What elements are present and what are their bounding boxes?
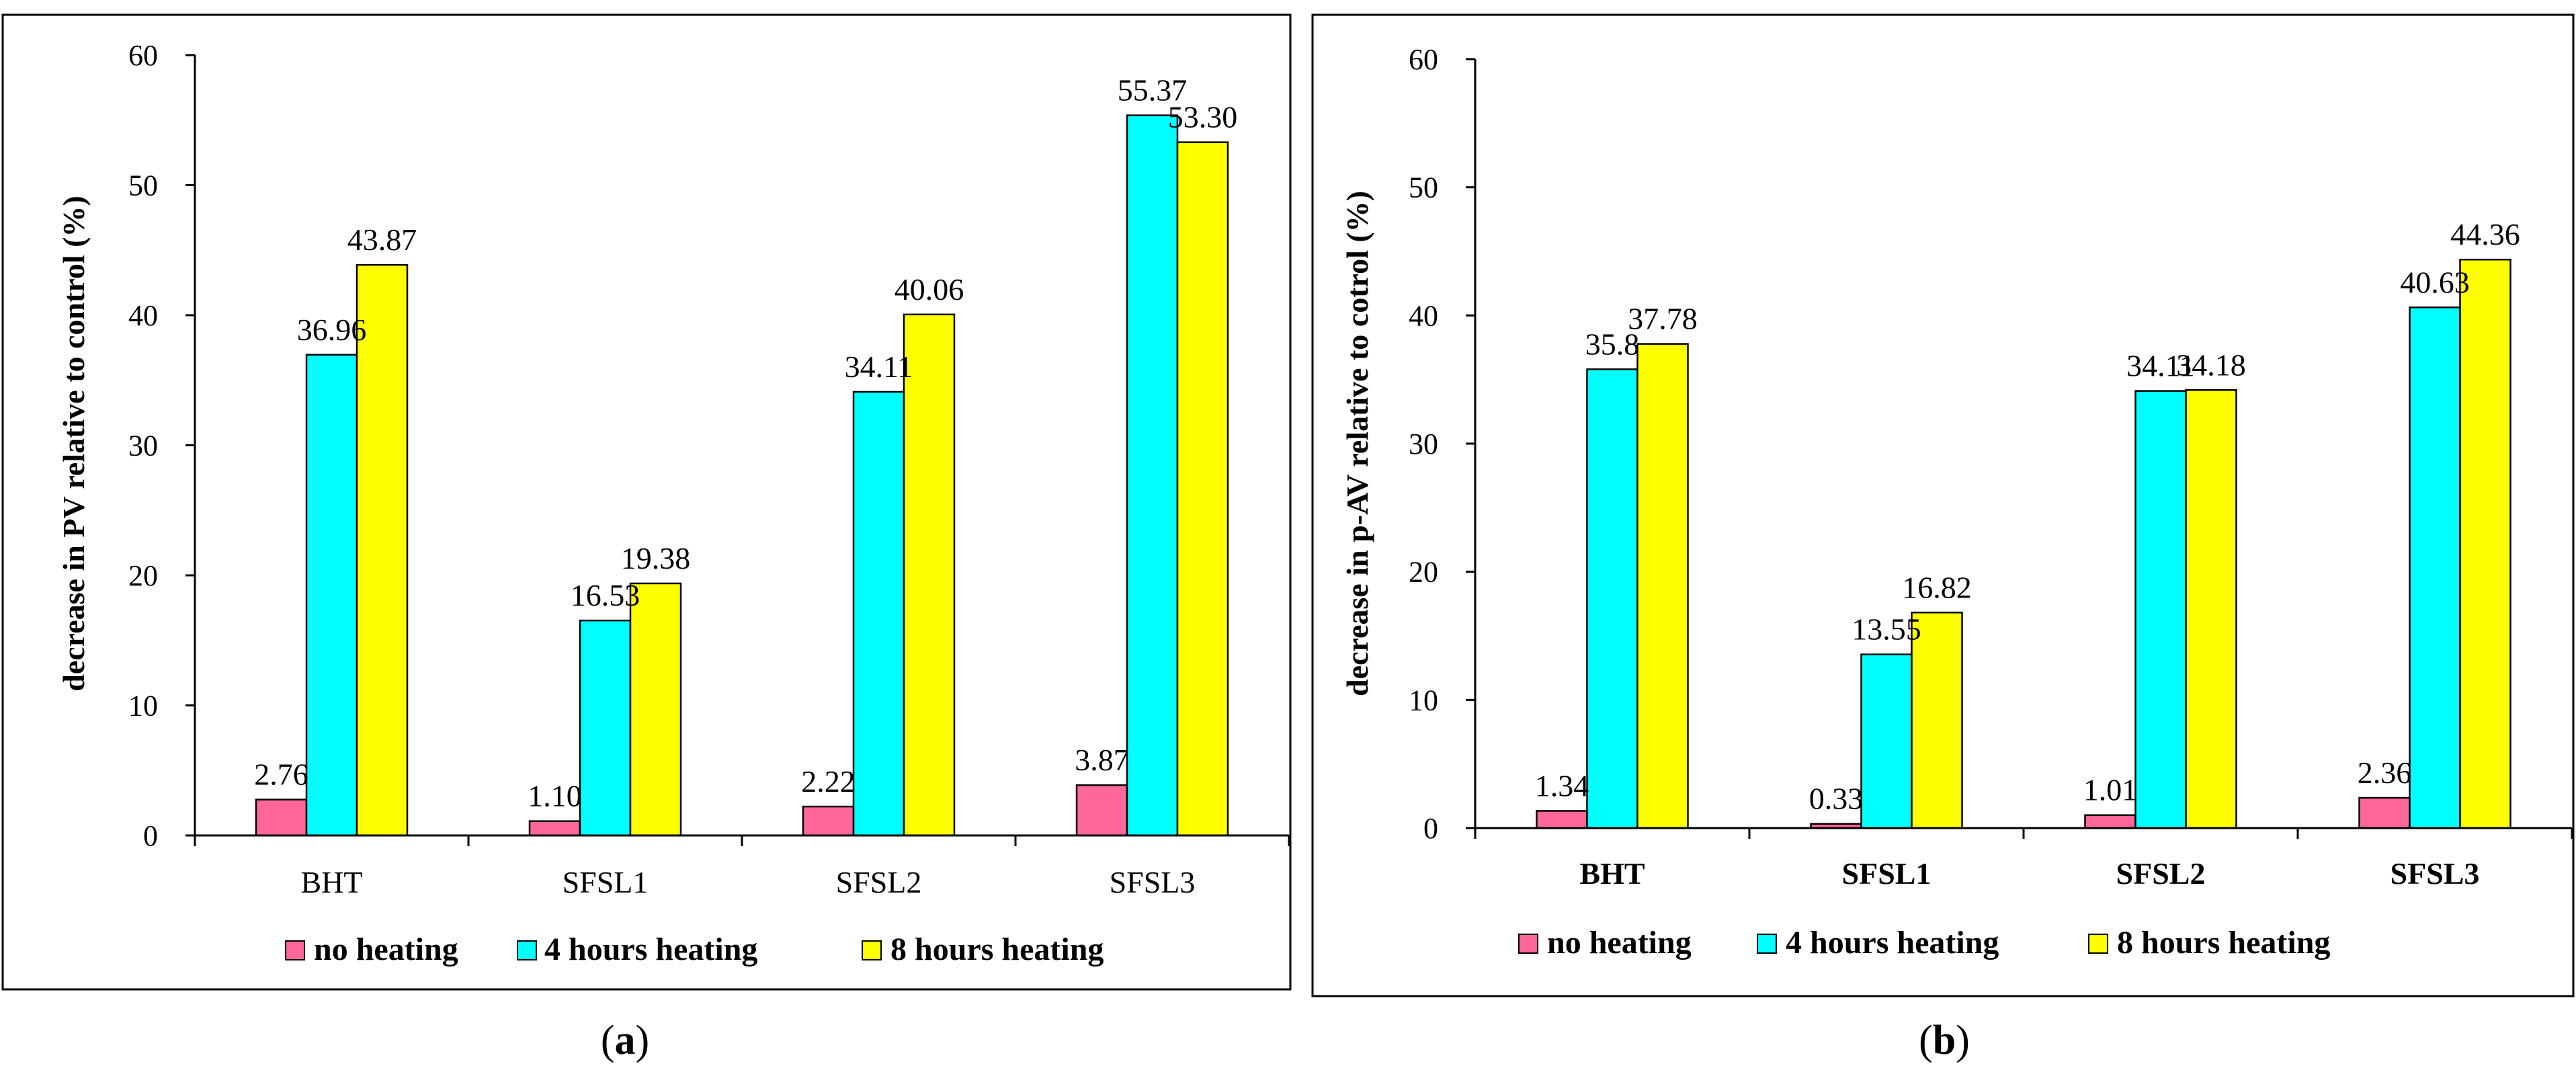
x-tick-label: SFSL1 bbox=[563, 865, 649, 899]
data-label-8-hours-heating-bht: 37.78 bbox=[1628, 302, 1698, 336]
legend-swatch-8-hours bbox=[862, 940, 882, 960]
legend-label-8-hours: 8 hours heating bbox=[890, 932, 1104, 967]
bar-8-hours-heating-bht bbox=[356, 263, 409, 837]
data-label-4-hours-heating-sfsl1: 13.55 bbox=[1852, 612, 1921, 647]
bar-no-heating-sfsl2 bbox=[2084, 814, 2136, 829]
legend-swatch-4-hours bbox=[517, 940, 537, 960]
bar-4-hours-heating-bht bbox=[1586, 368, 1638, 829]
data-label-8-hours-heating-sfsl1: 19.38 bbox=[621, 541, 691, 575]
chart-frame-b bbox=[1311, 13, 2575, 997]
y-tick-label: 20 bbox=[1409, 556, 1438, 589]
data-label-no-heating-sfsl1: 0.33 bbox=[1809, 782, 1864, 816]
legend-swatch-no-heating bbox=[285, 940, 305, 960]
x-tick-label: BHT bbox=[1579, 856, 1645, 891]
legend-label-no-heating: no heating bbox=[1547, 925, 1692, 960]
data-label-4-hours-heating-sfsl3: 55.37 bbox=[1118, 73, 1188, 108]
panel-label-b: (b) bbox=[1919, 1018, 1970, 1063]
bar-4-hours-heating-sfsl3 bbox=[1126, 114, 1179, 837]
data-label-no-heating-bht: 1.34 bbox=[1535, 768, 1589, 803]
y-tick-label: 40 bbox=[1409, 299, 1438, 332]
data-label-no-heating-bht: 2.76 bbox=[254, 757, 308, 792]
data-label-no-heating-sfsl1: 1.10 bbox=[528, 779, 582, 813]
y-tick-label: 50 bbox=[1409, 171, 1438, 204]
data-label-4-hours-heating-bht: 36.96 bbox=[297, 313, 367, 347]
bar-4-hours-heating-sfsl1 bbox=[1860, 653, 1913, 829]
x-tick-label: SFSL3 bbox=[2391, 856, 2480, 891]
legend-swatch-no-heating bbox=[1518, 934, 1538, 954]
data-label-4-hours-heating-sfsl1: 16.53 bbox=[571, 578, 640, 612]
legend-label-4-hours: 4 hours heating bbox=[544, 932, 757, 967]
y-tick-label: 0 bbox=[143, 819, 158, 852]
bar-no-heating-sfsl2 bbox=[802, 805, 855, 837]
y-tick-label: 20 bbox=[128, 559, 158, 592]
panel-label-a: (a) bbox=[601, 1018, 649, 1063]
bar-8-hours-heating-sfsl1 bbox=[629, 582, 682, 837]
y-tick-label: 10 bbox=[128, 690, 158, 723]
bar-8-hours-heating-sfsl2 bbox=[903, 313, 956, 837]
chart-panel-b: decrease in p-AV relative to cotrol (%) … bbox=[1311, 13, 2575, 1063]
bar-4-hours-heating-sfsl1 bbox=[579, 619, 632, 837]
bar-no-heating-bht bbox=[1536, 810, 1588, 829]
bar-no-heating-sfsl1 bbox=[528, 820, 581, 837]
data-label-8-hours-heating-sfsl3: 44.36 bbox=[2450, 217, 2520, 251]
data-label-4-hours-heating-sfsl3: 40.63 bbox=[2400, 265, 2470, 299]
data-label-no-heating-sfsl3: 3.87 bbox=[1075, 743, 1129, 777]
legend-swatch-4-hours bbox=[1757, 934, 1777, 954]
y-tick-label: 60 bbox=[128, 39, 158, 72]
y-axis-title-a: decrease in PV relative to control (%) bbox=[56, 196, 91, 692]
data-label-4-hours-heating-bht: 35.8 bbox=[1585, 327, 1640, 361]
data-label-8-hours-heating-sfsl1: 16.82 bbox=[1902, 570, 1972, 604]
data-label-8-hours-heating-sfsl2: 34.18 bbox=[2176, 347, 2246, 382]
y-tick-label: 30 bbox=[128, 429, 158, 462]
legend-label-8-hours: 8 hours heating bbox=[2117, 925, 2330, 960]
data-label-8-hours-heating-bht: 43.87 bbox=[347, 222, 417, 257]
data-label-no-heating-sfsl2: 2.22 bbox=[801, 764, 856, 798]
data-label-4-hours-heating-sfsl2: 34.11 bbox=[845, 350, 913, 384]
y-tick-label: 40 bbox=[128, 299, 158, 332]
bar-8-hours-heating-sfsl3 bbox=[1176, 141, 1229, 837]
y-tick-label: 10 bbox=[1409, 684, 1438, 716]
data-label-no-heating-sfsl2: 1.01 bbox=[2083, 773, 2138, 807]
y-tick-label: 60 bbox=[1409, 43, 1438, 76]
data-label-8-hours-heating-sfsl3: 53.30 bbox=[1168, 100, 1238, 134]
x-tick-label: SFSL1 bbox=[1842, 856, 1931, 891]
bar-8-hours-heating-sfsl2 bbox=[2185, 389, 2237, 829]
bar-no-heating-sfsl3 bbox=[1075, 784, 1128, 837]
data-label-8-hours-heating-sfsl2: 40.06 bbox=[895, 272, 964, 306]
bar-no-heating-sfsl3 bbox=[2358, 796, 2411, 829]
data-label-no-heating-sfsl3: 2.36 bbox=[2358, 755, 2412, 790]
legend-label-no-heating: no heating bbox=[314, 932, 458, 967]
chart-panel-a: decrease in PV relative to control (%) 2… bbox=[1, 13, 1292, 1063]
x-tick-label: BHT bbox=[301, 865, 363, 899]
bar-4-hours-heating-sfsl2 bbox=[2134, 390, 2187, 829]
x-tick-label: SFSL3 bbox=[1110, 865, 1196, 899]
y-axis-title-b: decrease in p-AV relative to cotrol (%) bbox=[1340, 191, 1374, 696]
bar-4-hours-heating-sfsl2 bbox=[852, 391, 905, 837]
legend-label-4-hours: 4 hours heating bbox=[1786, 925, 1999, 960]
legend-b: no heating 4 hours heating 8 hours heati… bbox=[1518, 925, 2330, 960]
legend-a: no heating 4 hours heating 8 hours heati… bbox=[285, 932, 1104, 967]
y-tick-label: 50 bbox=[128, 169, 158, 202]
bar-8-hours-heating-sfsl1 bbox=[1911, 612, 1963, 829]
legend-swatch-8-hours bbox=[2088, 934, 2108, 954]
x-tick-label: SFSL2 bbox=[836, 865, 922, 899]
bar-8-hours-heating-bht bbox=[1636, 343, 1689, 829]
data-label-4-hours-heating-sfsl2: 34.11 bbox=[2126, 349, 2195, 383]
x-tick-label: SFSL2 bbox=[2116, 856, 2206, 891]
y-tick-label: 0 bbox=[1423, 812, 1438, 845]
bar-no-heating-bht bbox=[255, 798, 308, 837]
bar-4-hours-heating-bht bbox=[305, 354, 358, 837]
bar-4-hours-heating-sfsl3 bbox=[2409, 306, 2461, 829]
y-tick-label: 30 bbox=[1409, 427, 1438, 460]
bar-8-hours-heating-sfsl3 bbox=[2459, 258, 2511, 829]
